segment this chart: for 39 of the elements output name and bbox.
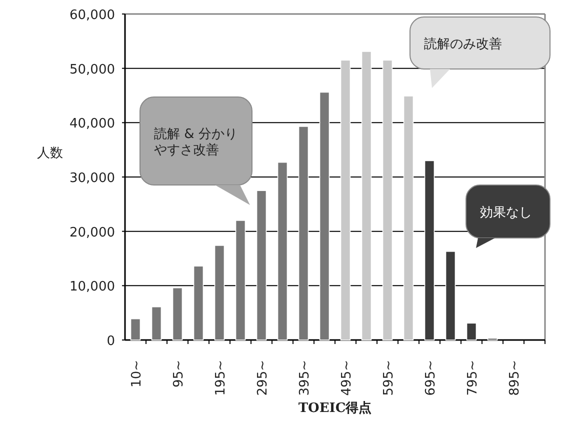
- annotation: 読解 & 分かりやすさ改善: [154, 127, 238, 158]
- bar: [172, 287, 183, 340]
- x-tick-label: 495~: [340, 360, 354, 396]
- annotation: 効果なし: [480, 206, 532, 220]
- bar: [130, 318, 141, 340]
- y-axis-title: 人数: [37, 146, 63, 161]
- x-tick-label: 295~: [256, 360, 270, 396]
- bar: [298, 126, 309, 340]
- bar: [214, 245, 225, 340]
- bar: [340, 60, 351, 340]
- bar: [193, 266, 204, 340]
- x-axis-title: TOEIC得点: [298, 400, 372, 416]
- x-tick-label: 195~: [214, 360, 228, 396]
- bar: [256, 190, 267, 340]
- bar: [382, 60, 393, 340]
- bar: [424, 160, 435, 340]
- bar: [151, 306, 162, 340]
- y-tick-label: 0: [106, 334, 115, 349]
- y-tick-label: 40,000: [70, 116, 115, 132]
- bar: [361, 51, 372, 340]
- bar: [319, 92, 330, 340]
- x-tick-label: 695~: [424, 360, 438, 396]
- bar: [403, 96, 414, 340]
- x-tick-label: 895~: [508, 360, 522, 396]
- bar: [277, 162, 288, 340]
- x-tick-label: 10~: [130, 360, 144, 388]
- x-tick-label: 395~: [298, 360, 312, 396]
- bar: [466, 322, 477, 340]
- y-tick-label: 30,000: [70, 171, 115, 186]
- annotation: 読解のみ改善: [424, 36, 502, 52]
- x-tick-label: 95~: [172, 360, 186, 388]
- x-tick-label: 795~: [466, 360, 480, 396]
- bar: [445, 251, 456, 340]
- bar: [235, 220, 246, 340]
- y-tick-label: 60,000: [70, 8, 115, 23]
- y-tick-label: 10,000: [70, 280, 115, 295]
- y-tick-label: 50,000: [70, 62, 115, 78]
- y-tick-label: 20,000: [70, 225, 115, 240]
- x-tick-label: 595~: [382, 360, 396, 396]
